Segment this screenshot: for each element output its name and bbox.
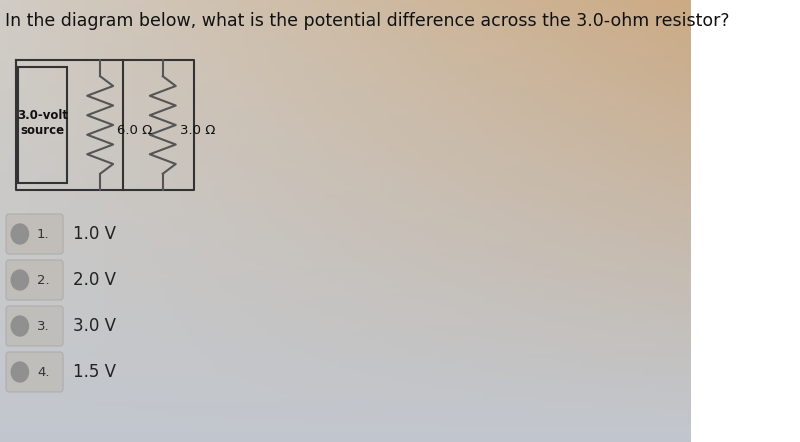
FancyBboxPatch shape [6,260,63,300]
Text: 3.0 Ω: 3.0 Ω [180,123,215,137]
Circle shape [11,270,29,290]
Text: 1.0 V: 1.0 V [74,225,117,243]
Text: 1.: 1. [37,228,50,240]
Text: 2.: 2. [37,274,50,286]
Text: 1.5 V: 1.5 V [74,363,117,381]
FancyBboxPatch shape [6,306,63,346]
Text: 2.0 V: 2.0 V [74,271,117,289]
Text: 3.0 V: 3.0 V [74,317,117,335]
FancyBboxPatch shape [6,214,63,254]
FancyBboxPatch shape [6,352,63,392]
Circle shape [11,316,29,336]
Text: 4.: 4. [37,366,50,378]
Text: 3.0-volt
source: 3.0-volt source [17,109,68,137]
Circle shape [11,362,29,382]
Circle shape [11,224,29,244]
Text: 3.: 3. [37,320,50,332]
Text: In the diagram below, what is the potential difference across the 3.0-ohm resist: In the diagram below, what is the potent… [5,12,730,30]
Text: 6.0 Ω: 6.0 Ω [118,123,153,137]
